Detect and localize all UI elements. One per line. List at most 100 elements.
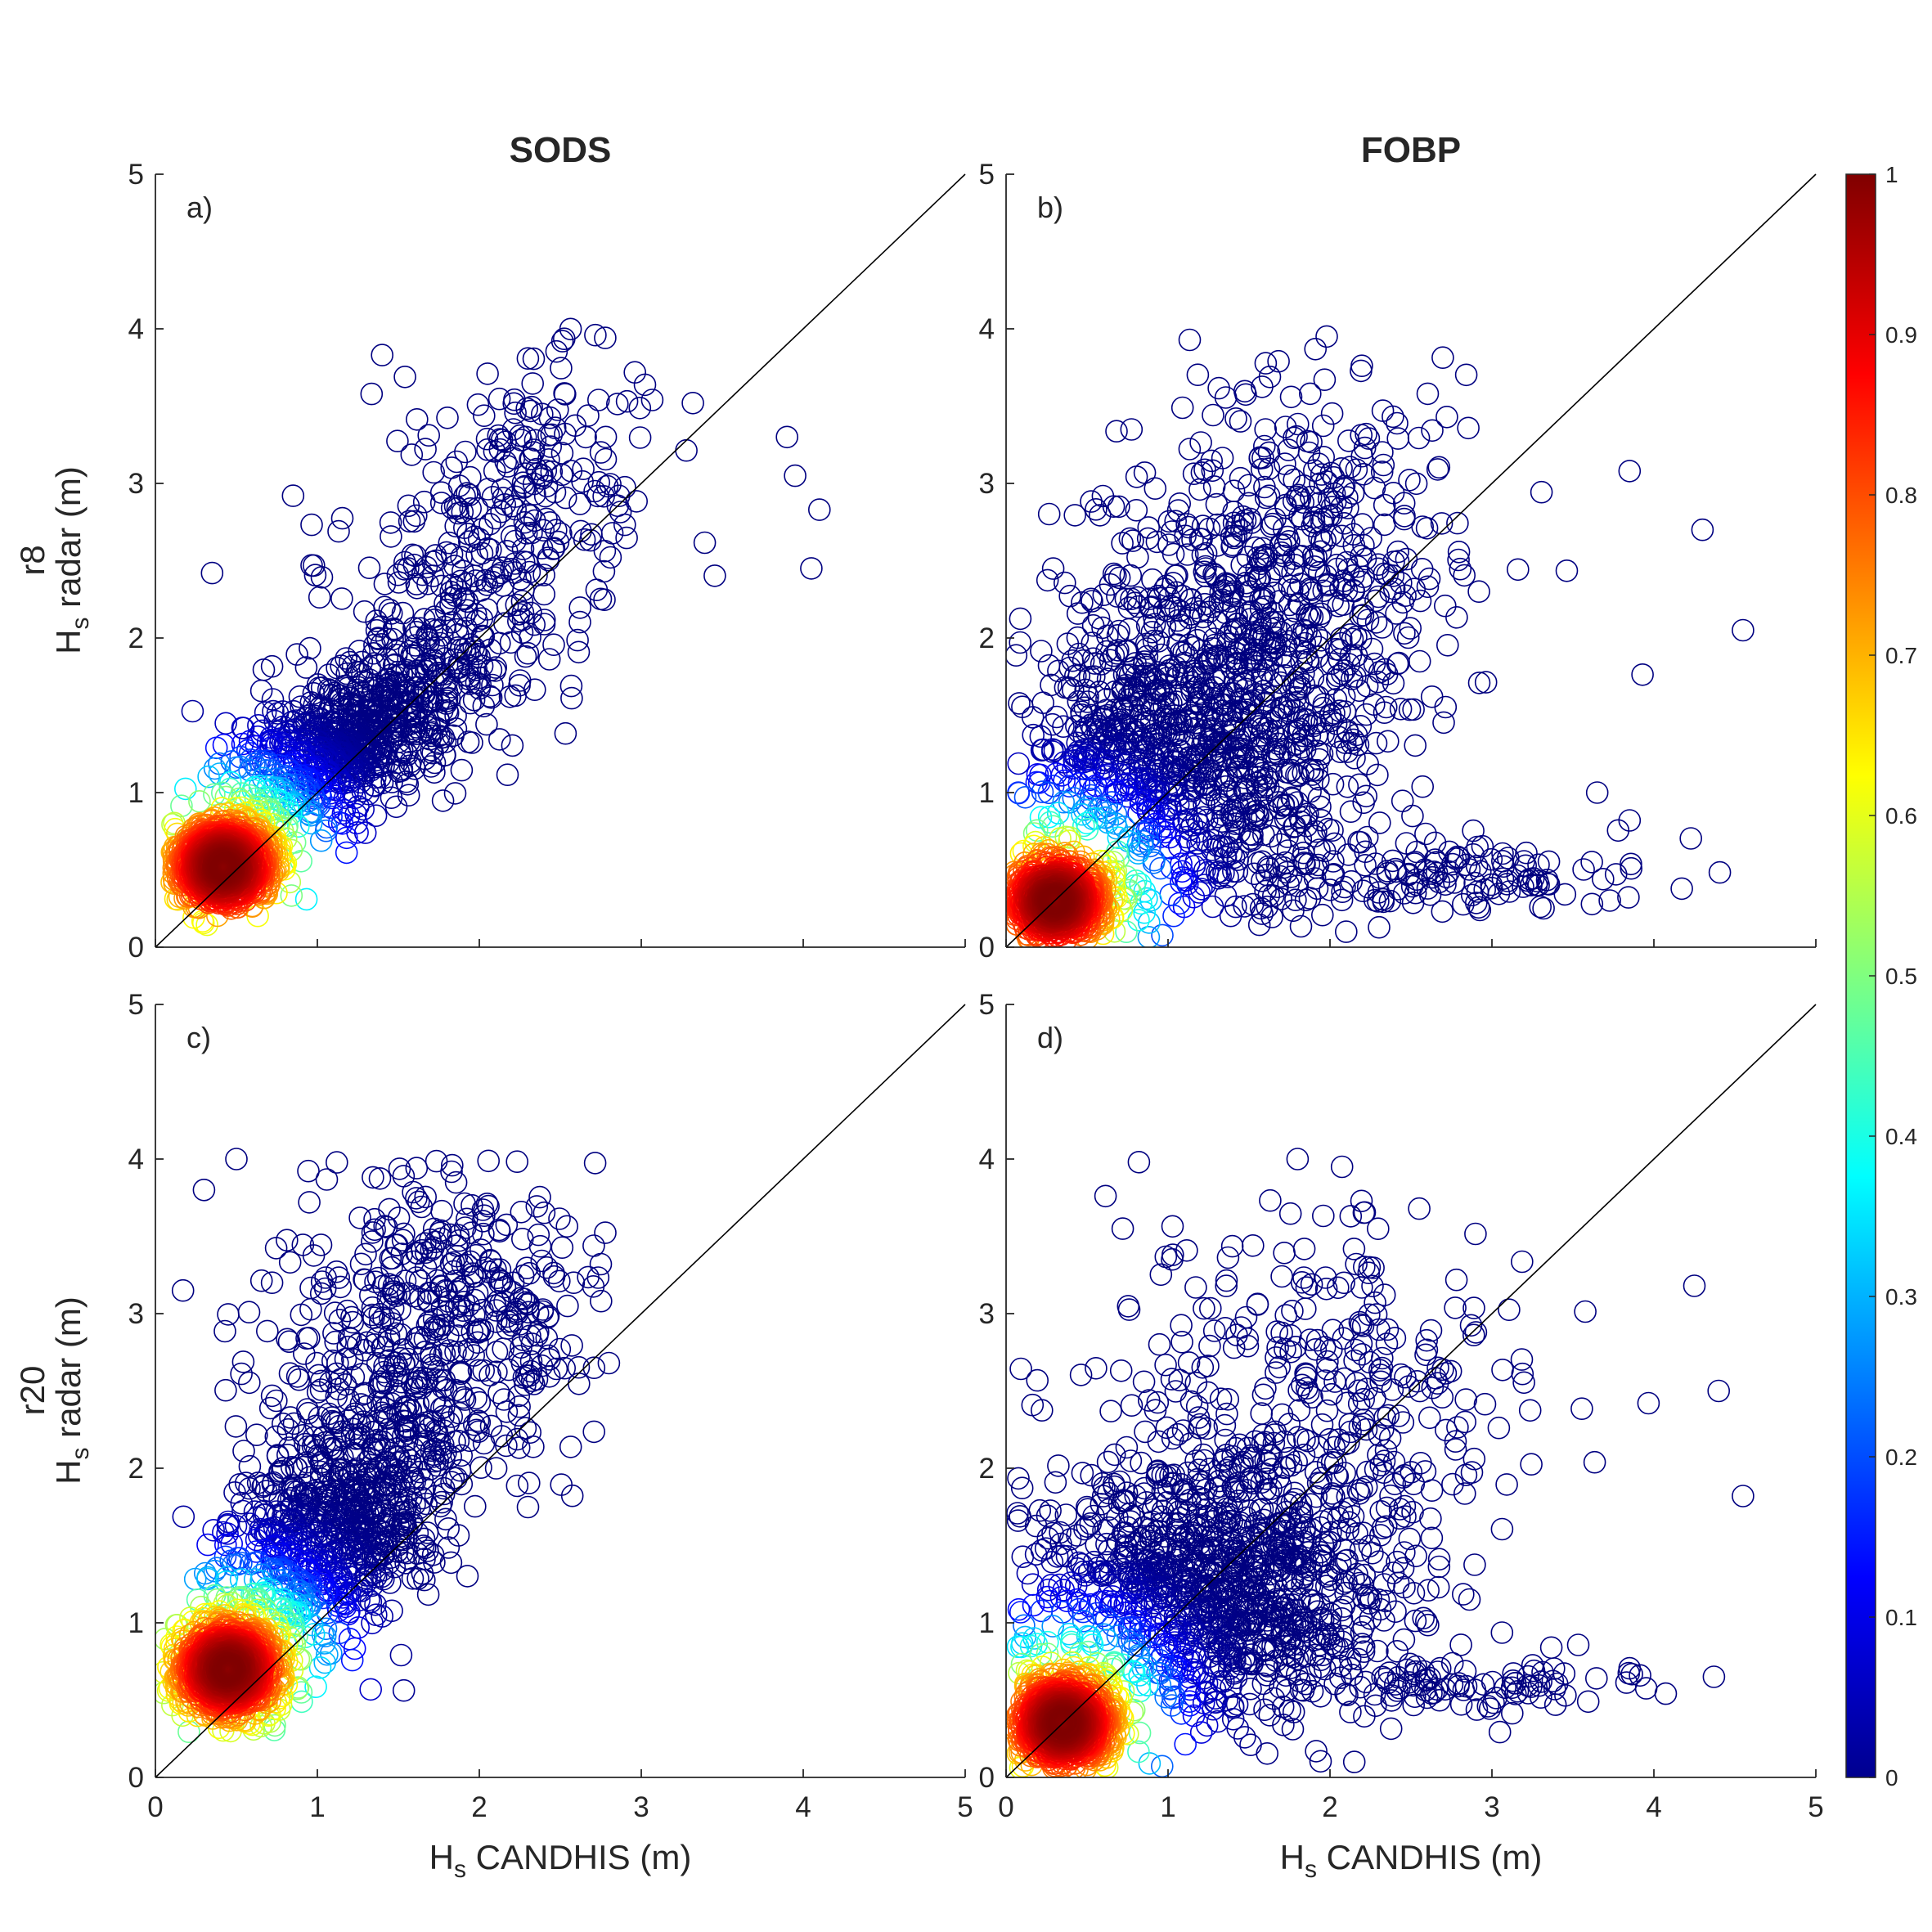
scatter-point-b (1436, 405, 1458, 429)
scatter-point-b (1353, 436, 1377, 460)
scatter-point-a (490, 478, 514, 501)
scatter-point-a (249, 679, 273, 703)
scatter-point-b (1092, 583, 1116, 607)
scatter-point-b (1598, 889, 1621, 912)
scatter-point-a (516, 347, 540, 371)
scatter-point-b (1152, 707, 1175, 730)
scatter-point-b (1708, 860, 1732, 884)
scatter-point-a (309, 829, 333, 852)
scatter-point-a (543, 480, 567, 504)
scatter-point-b (1368, 915, 1391, 939)
scatter-point-b (1532, 896, 1555, 920)
scatter-point-b (1031, 780, 1054, 803)
scatter-point-b (1120, 587, 1143, 611)
scatter-point-a (299, 636, 321, 660)
scatter-point-a (515, 397, 539, 420)
scatter-point-a (615, 389, 639, 413)
scatter-point-a (504, 497, 528, 521)
scatter-point-b (1238, 648, 1262, 671)
scatter-point-a (330, 587, 353, 610)
scatter-point-a (545, 339, 568, 363)
scatter-point-b (1372, 453, 1395, 477)
scatter-point-b (1321, 589, 1344, 613)
scatter-point-b (1117, 784, 1139, 808)
scatter-point-b (1175, 513, 1198, 536)
scatter-point-b (1138, 911, 1161, 934)
scatter-point-a (274, 755, 297, 778)
scatter-point-a (553, 383, 577, 406)
scatter-point-b (1364, 611, 1388, 634)
scatter-point-a (294, 656, 318, 679)
scatter-point-b (1279, 385, 1303, 409)
scatter-point-b (1352, 791, 1375, 815)
scatter-point-a (439, 592, 462, 616)
scatter-point-b (1285, 425, 1308, 448)
scatter-point-b (1376, 860, 1399, 883)
scatter-point-a (231, 732, 254, 756)
scatter-point-a (472, 404, 496, 428)
scatter-point-a (386, 429, 409, 453)
scatter-point-b (1067, 720, 1091, 744)
scatter-point-b (1237, 474, 1260, 497)
scatter-point-b (1312, 445, 1335, 469)
scatter-point-b (1393, 622, 1416, 645)
scatter-point-a (412, 490, 436, 514)
scatter-point-b (1186, 363, 1210, 387)
scatter-point-a (398, 510, 421, 533)
scatter-point-a (365, 609, 389, 632)
scatter-point-a (505, 593, 528, 617)
scatter-point-b (1436, 633, 1459, 657)
scatter-point-b (1087, 797, 1110, 820)
scatter-point-b (1427, 456, 1451, 479)
scatter-point-b (1255, 863, 1278, 887)
scatter-point-b (1385, 602, 1408, 625)
scatter-point-b (1617, 886, 1640, 909)
scatter-point-b (1348, 679, 1371, 703)
scatter-point-a (170, 794, 193, 818)
scatter-point-b (1416, 382, 1440, 406)
scatter-point-b (1349, 627, 1373, 651)
scatter-point-a (523, 429, 547, 452)
scatter-point-b (1251, 733, 1275, 756)
scatter-point-b (1332, 685, 1356, 708)
scatter-point-a (380, 786, 403, 810)
scatter-point-a (302, 771, 325, 795)
scatter-point-b (1013, 785, 1037, 809)
scatter-point-b (1411, 775, 1434, 798)
scatter-point-b (1200, 449, 1223, 473)
scatter-point-a (404, 626, 428, 649)
scatter-point-a (703, 564, 726, 587)
scatter-point-a (212, 856, 236, 879)
scatter-point-a (352, 670, 375, 694)
scatter-point-a (550, 357, 573, 380)
scatter-point-a (501, 734, 524, 757)
scatter-point-a (299, 811, 323, 835)
scatter-point-a (466, 393, 490, 416)
scatter-point-b (1421, 419, 1444, 443)
scatter-point-a (422, 461, 446, 484)
scatter-point-a (308, 586, 331, 609)
scatter-point-a (200, 561, 224, 585)
scatter-point-a (445, 450, 469, 474)
scatter-point-b (1254, 352, 1278, 375)
scatter-point-b (1202, 475, 1226, 498)
scatter-point-b (1396, 626, 1420, 649)
scatter-point-b (1592, 868, 1615, 891)
scatter-point-a (584, 323, 607, 347)
scatter-point-b (1382, 577, 1406, 600)
scatter-point-b (1106, 585, 1129, 608)
scatter-point-a (539, 435, 563, 458)
scatter-point-b (1135, 613, 1159, 637)
scatter-point-b (1223, 526, 1246, 550)
scatter-point-b (1251, 869, 1274, 892)
scatter-point-b (1386, 540, 1409, 564)
scatter-points-a (160, 317, 831, 937)
scatter-point-a (327, 811, 351, 834)
scatter-point-a (481, 570, 505, 594)
scatter-point-a (543, 416, 567, 439)
scatter-point-b (1364, 731, 1388, 755)
scatter-point-b (1190, 461, 1214, 484)
scatter-point-a (387, 571, 411, 594)
scatter-point-b (1320, 402, 1344, 425)
scatter-point-b (1225, 605, 1248, 629)
